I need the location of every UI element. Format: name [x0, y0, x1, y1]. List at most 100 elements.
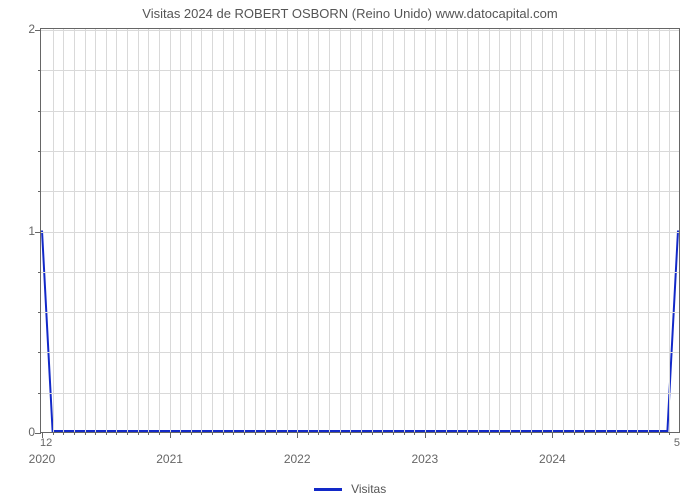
x-tick-minor [53, 432, 54, 435]
gridline-vertical [276, 29, 277, 432]
x-axis-label: 2024 [539, 452, 566, 466]
x-tick-minor [563, 432, 564, 435]
gridline-vertical [95, 29, 96, 432]
gridline-horizontal [41, 312, 679, 313]
x-tick-minor [372, 432, 373, 435]
gridline-horizontal [41, 151, 679, 152]
gridline-vertical [563, 29, 564, 432]
gridline-vertical [584, 29, 585, 432]
x-tick-minor [435, 432, 436, 435]
x-tick-minor [574, 432, 575, 435]
x-tick-minor [318, 432, 319, 435]
x-tick-minor [361, 432, 362, 435]
gridline-vertical [159, 29, 160, 432]
y-tick-major [35, 433, 41, 434]
gridline-vertical [425, 29, 426, 432]
x-tick-minor [584, 432, 585, 435]
legend-swatch [314, 488, 342, 491]
gridline-vertical [606, 29, 607, 432]
y-tick-major [35, 232, 41, 233]
x-tick-minor [255, 432, 256, 435]
x-tick-minor [393, 432, 394, 435]
x-tick-minor [191, 432, 192, 435]
x-tick-minor [212, 432, 213, 435]
x-tick-minor [85, 432, 86, 435]
gridline-vertical [138, 29, 139, 432]
x-tick-minor [116, 432, 117, 435]
gridline-vertical [659, 29, 660, 432]
gridline-vertical [542, 29, 543, 432]
gridline-vertical [627, 29, 628, 432]
x-tick-minor [223, 432, 224, 435]
x-tick-minor [74, 432, 75, 435]
y-tick-minor [38, 312, 41, 313]
gridline-vertical [350, 29, 351, 432]
x-tick-minor [233, 432, 234, 435]
x-tick-major [297, 432, 298, 438]
gridline-vertical [191, 29, 192, 432]
y-tick-minor [38, 151, 41, 152]
x-tick-minor [63, 432, 64, 435]
gridline-vertical [404, 29, 405, 432]
gridline-horizontal [41, 30, 679, 31]
x-tick-minor [308, 432, 309, 435]
y-tick-minor [38, 191, 41, 192]
x-tick-minor [510, 432, 511, 435]
gridline-vertical [489, 29, 490, 432]
x-tick-minor [627, 432, 628, 435]
gridline-vertical [255, 29, 256, 432]
gridline-vertical [127, 29, 128, 432]
legend: Visitas [0, 481, 700, 496]
gridline-vertical [318, 29, 319, 432]
gridline-vertical [574, 29, 575, 432]
gridline-vertical [329, 29, 330, 432]
x-tick-minor [95, 432, 96, 435]
y-tick-major [35, 30, 41, 31]
gridline-vertical [265, 29, 266, 432]
gridline-vertical [595, 29, 596, 432]
gridline-vertical [510, 29, 511, 432]
x-tick-minor [520, 432, 521, 435]
gridline-vertical [148, 29, 149, 432]
gridline-vertical [648, 29, 649, 432]
gridline-vertical [372, 29, 373, 432]
gridline-vertical [457, 29, 458, 432]
x-tick-minor [414, 432, 415, 435]
gridline-vertical [637, 29, 638, 432]
gridline-vertical [85, 29, 86, 432]
x-tick-minor [382, 432, 383, 435]
x-tick-minor [606, 432, 607, 435]
gridline-horizontal [41, 70, 679, 71]
x-tick-major [425, 432, 426, 438]
gridline-vertical [435, 29, 436, 432]
gridline-vertical [223, 29, 224, 432]
x-tick-minor [489, 432, 490, 435]
x-tick-minor [542, 432, 543, 435]
gridline-vertical [244, 29, 245, 432]
gridline-vertical [446, 29, 447, 432]
gridline-horizontal [41, 232, 679, 233]
gridline-vertical [520, 29, 521, 432]
x-axis-label: 2021 [156, 452, 183, 466]
x-tick-minor [531, 432, 532, 435]
x-tick-minor [329, 432, 330, 435]
gridline-vertical [552, 29, 553, 432]
start-value-label: 12 [40, 437, 52, 449]
gridline-vertical [669, 29, 670, 432]
gridline-vertical [106, 29, 107, 432]
gridline-vertical [201, 29, 202, 432]
legend-label: Visitas [351, 482, 386, 496]
x-tick-minor [287, 432, 288, 435]
gridline-vertical [287, 29, 288, 432]
x-tick-minor [127, 432, 128, 435]
y-tick-minor [38, 111, 41, 112]
x-tick-minor [478, 432, 479, 435]
x-tick-minor [180, 432, 181, 435]
x-tick-minor [659, 432, 660, 435]
x-tick-minor [616, 432, 617, 435]
gridline-vertical [340, 29, 341, 432]
gridline-vertical [74, 29, 75, 432]
x-tick-minor [446, 432, 447, 435]
x-tick-minor [499, 432, 500, 435]
gridline-vertical [414, 29, 415, 432]
